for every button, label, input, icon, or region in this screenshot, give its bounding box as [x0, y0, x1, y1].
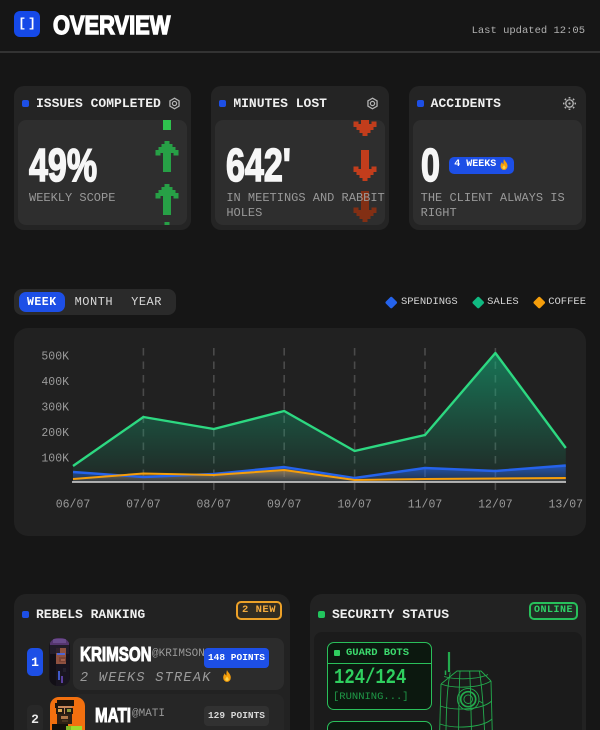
svg-text:100K: 100K — [41, 453, 69, 466]
svg-text:12/07: 12/07 — [478, 499, 513, 512]
svg-text:400K: 400K — [41, 376, 69, 389]
svg-text:06/07: 06/07 — [56, 499, 91, 512]
svg-text:13/07: 13/07 — [549, 499, 584, 512]
svg-text:200K: 200K — [41, 427, 69, 440]
svg-text:300K: 300K — [41, 402, 69, 415]
svg-text:11/07: 11/07 — [408, 499, 443, 512]
svg-text:500K: 500K — [41, 351, 69, 364]
svg-text:09/07: 09/07 — [267, 499, 302, 512]
svg-text:10/07: 10/07 — [337, 499, 372, 512]
svg-text:07/07: 07/07 — [126, 499, 161, 512]
svg-text:08/07: 08/07 — [197, 499, 232, 512]
